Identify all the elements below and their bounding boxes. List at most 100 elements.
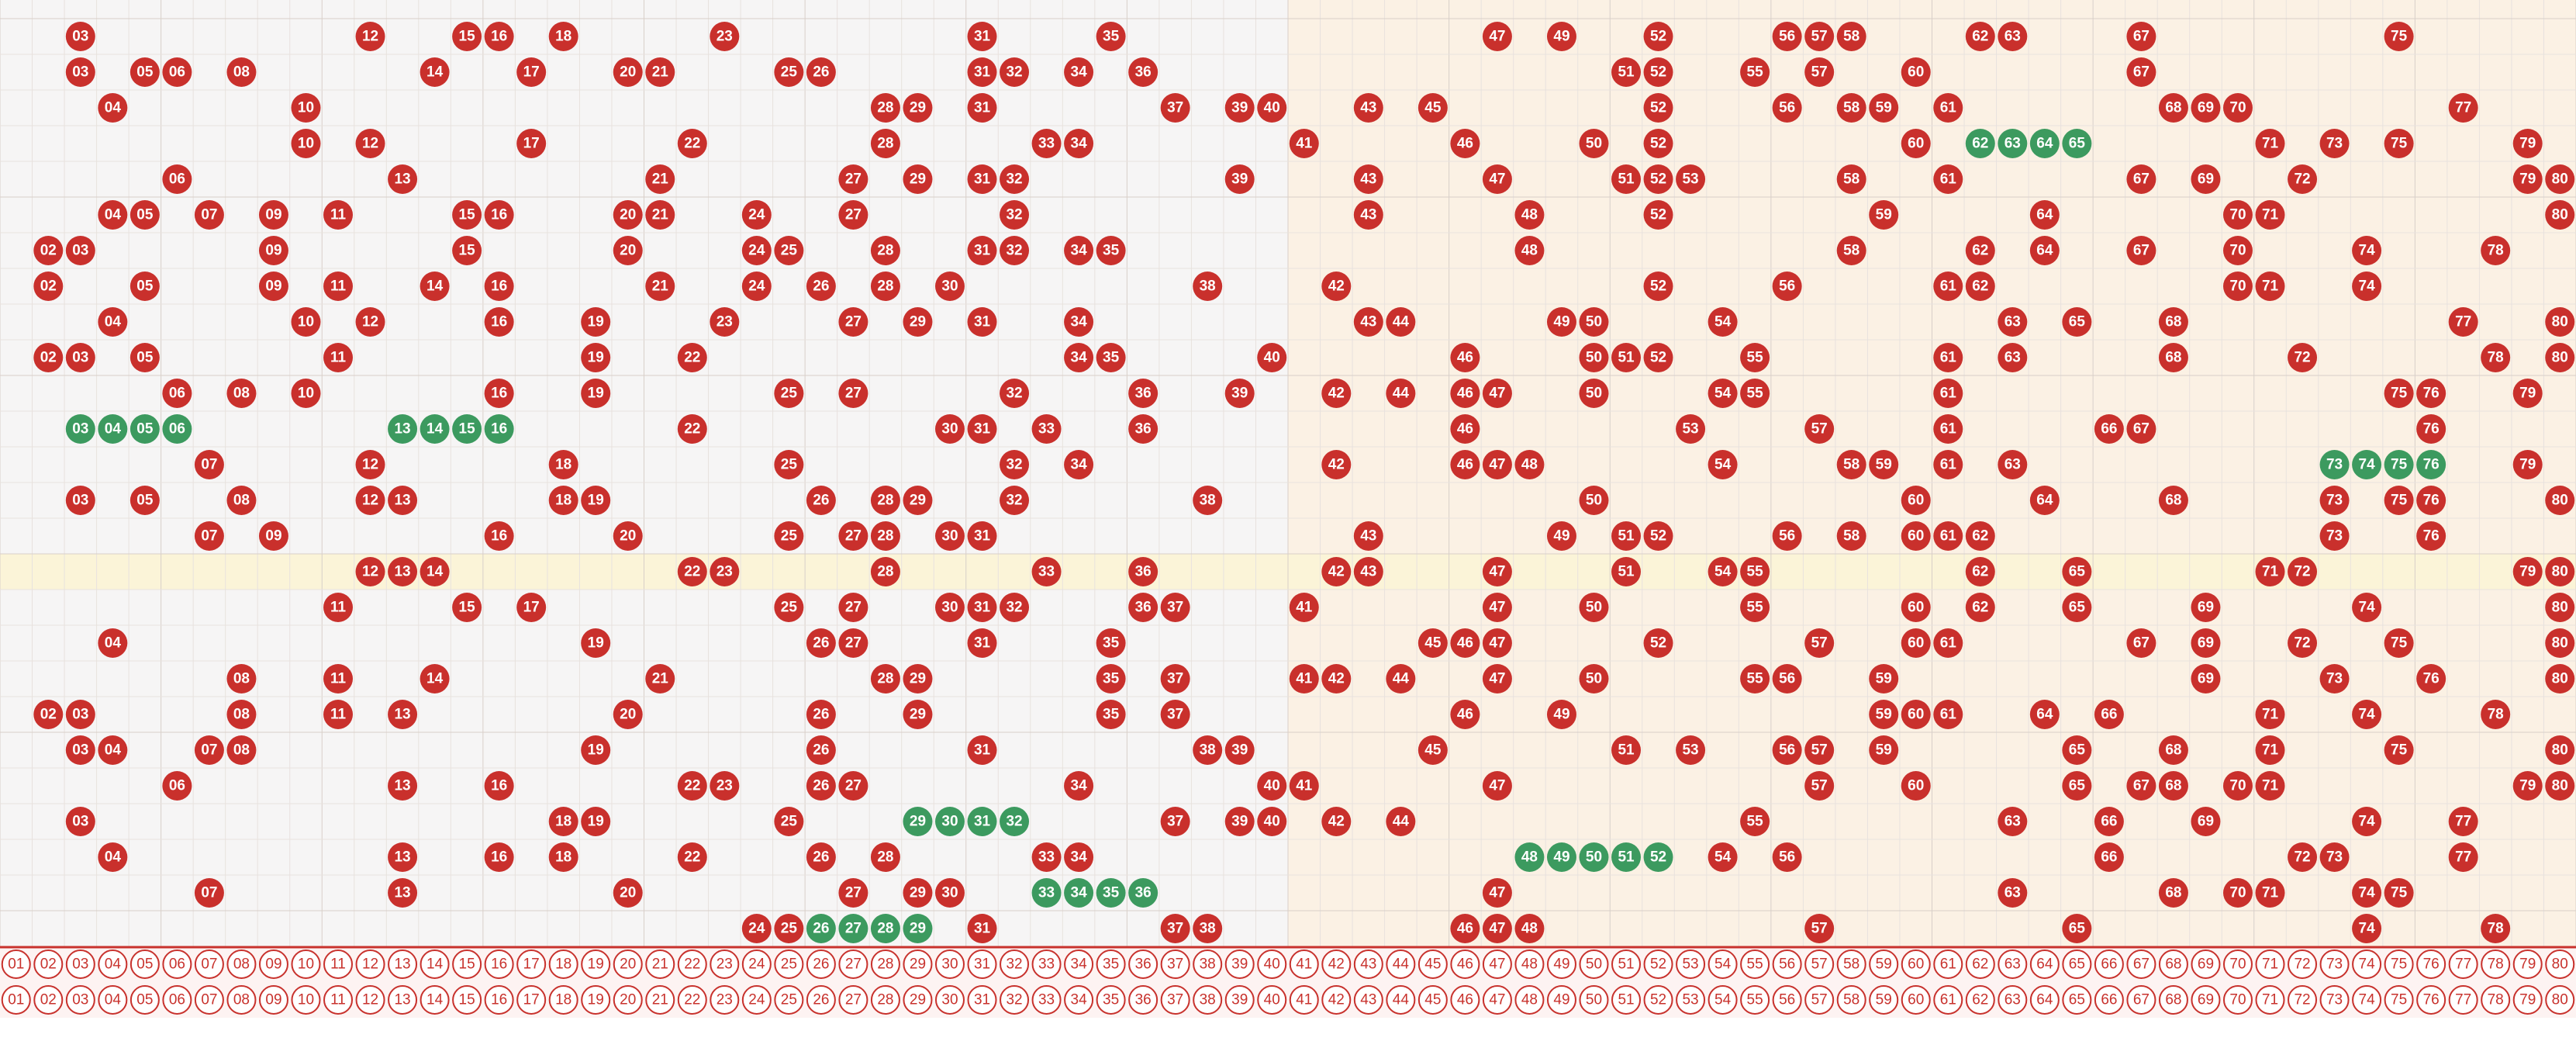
- ball: [226, 486, 257, 515]
- ball-number: 23: [717, 314, 733, 330]
- ball: [1128, 593, 1159, 622]
- ball: [1193, 486, 1223, 515]
- ball-number: 75: [2391, 29, 2408, 45]
- column-number: 25: [781, 956, 797, 973]
- ball: [1579, 486, 1609, 515]
- ball-number: 66: [2101, 849, 2117, 866]
- ball-number: 45: [1424, 100, 1442, 116]
- ball: [2222, 771, 2253, 801]
- ball-number: 59: [1876, 207, 1892, 223]
- column-number: 31: [974, 992, 990, 1008]
- column-circle: [1579, 949, 1609, 979]
- column-circle: [870, 985, 900, 1015]
- ball-number: 64: [2036, 136, 2053, 152]
- ball: [1353, 521, 1383, 551]
- column-number: 19: [588, 956, 604, 973]
- ball: [1031, 842, 1062, 872]
- ball-number: 20: [620, 207, 636, 223]
- ball-number: 34: [1071, 350, 1088, 366]
- ball-number: 50: [1586, 386, 1602, 402]
- ball: [1643, 129, 1673, 158]
- column-circle: [2481, 985, 2511, 1015]
- ball-number: 59: [1876, 100, 1892, 116]
- ball: [1772, 842, 1802, 872]
- ball-number: 32: [1006, 600, 1022, 616]
- ball-number: 06: [169, 386, 185, 402]
- ball-number: 64: [2036, 707, 2053, 723]
- ball: [2255, 735, 2285, 765]
- ball: [645, 272, 675, 301]
- ball: [1096, 343, 1126, 372]
- column-circle: [903, 985, 933, 1015]
- ball-number: 42: [1328, 564, 1345, 580]
- ball-number: 55: [1747, 564, 1764, 580]
- ball: [1804, 57, 1835, 87]
- column-circle: [710, 985, 740, 1015]
- ball: [1901, 57, 1931, 87]
- ball: [774, 914, 804, 943]
- ball-number: 65: [2069, 921, 2086, 937]
- ball: [1450, 450, 1480, 479]
- ball: [388, 414, 418, 444]
- ball-number: 57: [1811, 742, 1828, 759]
- ball-number: 46: [1457, 350, 1473, 366]
- ball: [1901, 628, 1931, 658]
- column-number: 67: [2133, 956, 2150, 973]
- ball: [1289, 771, 1319, 801]
- ball-number: 25: [781, 528, 798, 545]
- ball-number: 69: [2198, 171, 2214, 188]
- ball: [516, 593, 547, 622]
- ball: [806, 486, 836, 515]
- ball-number: 60: [1908, 778, 1924, 794]
- ball-number: 79: [2519, 457, 2536, 473]
- column-number: 68: [2165, 992, 2181, 1008]
- ball: [1289, 664, 1319, 693]
- column-circle: [355, 985, 385, 1015]
- column-circle: [1353, 985, 1383, 1015]
- column-circle: [1514, 949, 1545, 979]
- ball: [613, 521, 643, 551]
- ball-number: 21: [652, 207, 669, 223]
- column-circle: [355, 949, 385, 979]
- column-number: 44: [1393, 956, 1410, 973]
- ball-number: 76: [2423, 457, 2440, 473]
- ball-number: 44: [1393, 671, 1410, 687]
- ball-number: 16: [491, 278, 507, 295]
- ball: [1965, 557, 1995, 586]
- ball: [1321, 450, 1352, 479]
- ball-number: 37: [1167, 671, 1183, 687]
- ball: [1546, 842, 1576, 872]
- ball-number: 27: [845, 207, 862, 223]
- ball-number: 75: [2391, 386, 2408, 402]
- ball: [355, 22, 385, 51]
- column-number: 73: [2326, 956, 2343, 973]
- column-circle: [2448, 949, 2478, 979]
- ball: [388, 486, 418, 515]
- ball-number: 33: [1038, 849, 1055, 866]
- ball-number: 28: [877, 849, 893, 866]
- ball-number: 11: [330, 207, 347, 223]
- ball: [2158, 771, 2188, 801]
- ball-number: 51: [1618, 528, 1635, 545]
- column-number: 03: [72, 992, 88, 1008]
- column-number: 27: [845, 956, 862, 973]
- ball: [2416, 379, 2447, 408]
- ball: [1514, 914, 1545, 943]
- ball-number: 51: [1618, 742, 1635, 759]
- ball-number: 28: [877, 921, 893, 937]
- column-number: 55: [1747, 992, 1763, 1008]
- ball: [1965, 129, 1995, 158]
- ball: [2545, 593, 2575, 622]
- ball: [2384, 878, 2414, 908]
- ball-number: 20: [620, 528, 636, 545]
- ball: [420, 57, 450, 87]
- column-number: 09: [265, 992, 281, 1008]
- ball-number: 59: [1876, 742, 1892, 759]
- ball: [774, 379, 804, 408]
- ball: [1321, 557, 1352, 586]
- ball-number: 49: [1553, 849, 1569, 866]
- column-circle: [1064, 985, 1094, 1015]
- ball: [1965, 593, 1995, 622]
- column-number: 54: [1714, 956, 1732, 973]
- ball: [1579, 343, 1609, 372]
